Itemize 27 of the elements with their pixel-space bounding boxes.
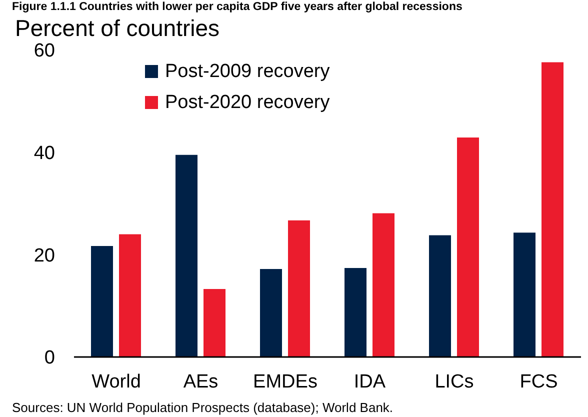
legend-label: Post-2020 recovery xyxy=(165,92,330,114)
x-tick-label: LICs xyxy=(434,371,474,392)
legend-label: Post-2009 recovery xyxy=(165,60,330,82)
y-tick-label: 60 xyxy=(34,40,55,62)
bar xyxy=(176,154,198,357)
bar xyxy=(457,137,479,357)
bar xyxy=(372,213,394,357)
source-note: Sources: UN World Population Prospects (database); World Bank. xyxy=(12,400,394,415)
bar xyxy=(344,268,366,357)
y-tick-label: 0 xyxy=(44,348,55,369)
bar xyxy=(119,234,141,357)
y-tick-label: 40 xyxy=(34,143,55,164)
chart-title: Figure 1.1.1 Countries with lower per capita GDP five years after global recessions xyxy=(12,1,462,13)
bar xyxy=(288,220,310,357)
bar xyxy=(429,235,451,357)
bar xyxy=(204,288,226,357)
x-tick-label: World xyxy=(92,371,141,392)
bar xyxy=(514,232,536,357)
x-tick-label: IDA xyxy=(354,371,386,392)
x-tick-label: AEs xyxy=(183,371,218,392)
y-axis-title: Percent of countries xyxy=(15,15,220,41)
bar xyxy=(542,62,564,357)
bar xyxy=(91,246,113,357)
x-tick-label: FCS xyxy=(520,371,558,392)
y-tick-label: 20 xyxy=(34,245,55,266)
x-tick-label: EMDEs xyxy=(253,371,318,392)
bar xyxy=(260,268,282,357)
